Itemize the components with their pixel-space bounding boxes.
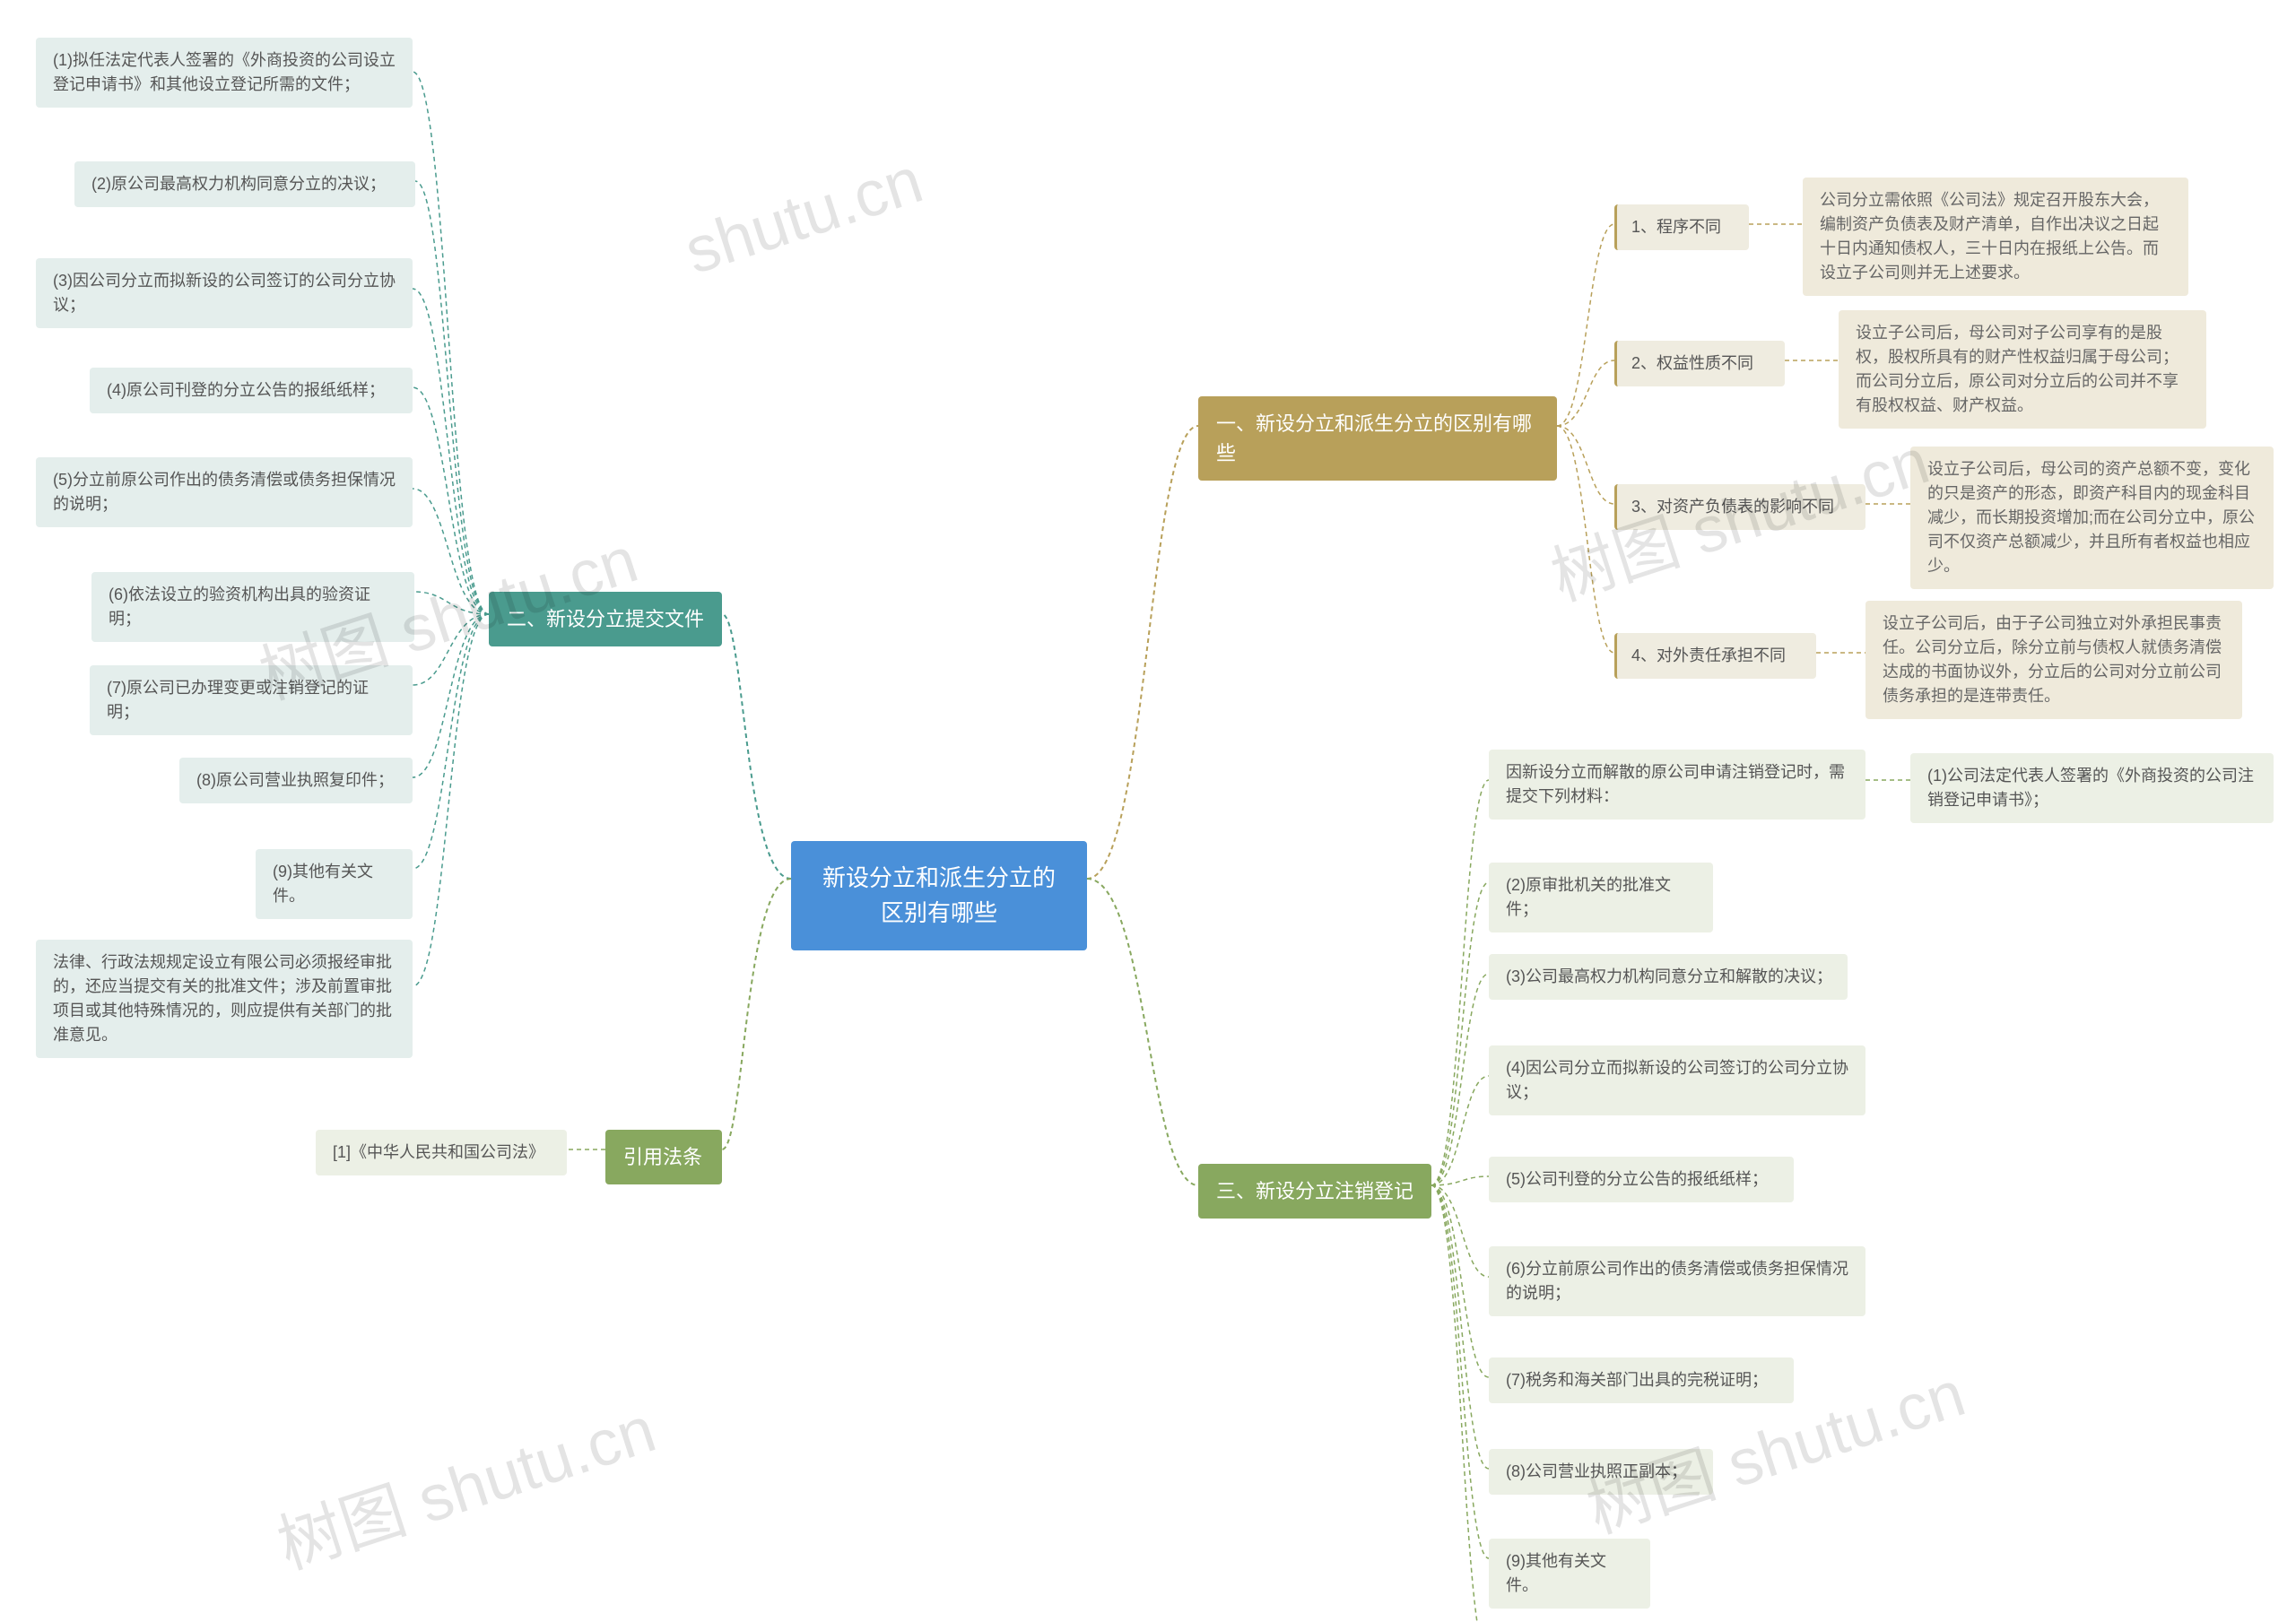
leaf-label: 4、对外责任承担不同	[1631, 646, 1786, 664]
leaf-b1-c3[interactable]: 4、对外责任承担不同	[1614, 633, 1816, 679]
leaf-label: (9)其他有关文件。	[273, 863, 373, 905]
leaf-b3-c2[interactable]: (3)公司最高权力机构同意分立和解散的决议；	[1489, 954, 1848, 1000]
branch-label: 三、新设分立注销登记	[1216, 1180, 1413, 1202]
leaf-b2-c9[interactable]: 法律、行政法规规定设立有限公司必须报经审批的，还应当提交有关的批准文件；涉及前置…	[36, 940, 413, 1058]
leaf-label: (9)其他有关文件。	[1506, 1552, 1606, 1594]
leaf-b1-c0-detail: 公司分立需依照《公司法》规定召开股东大会，编制资产负债表及财产清单，自作出决议之…	[1803, 178, 2188, 296]
leaf-b1-c1[interactable]: 2、权益性质不同	[1614, 341, 1785, 386]
branch-label: 二、新设分立提交文件	[507, 608, 704, 630]
leaf-detail: 设立子公司后，由于子公司独立对外承担民事责任。公司分立后，除分立前与债权人就债务…	[1883, 614, 2222, 705]
leaf-b2-c1[interactable]: (2)原公司最高权力机构同意分立的决议；	[74, 161, 415, 207]
leaf-detail: 公司分立需依照《公司法》规定召开股东大会，编制资产负债表及财产清单，自作出决议之…	[1820, 191, 2159, 282]
leaf-detail: 设立子公司后，母公司对子公司享有的是股权，股权所具有的财产性权益归属于母公司；而…	[1856, 324, 2179, 414]
leaf-label: (4)原公司刊登的分立公告的报纸纸样；	[107, 381, 385, 399]
leaf-label: (1)拟任法定代表人签署的《外商投资的公司设立登记申请书》和其他设立登记所需的文…	[53, 51, 396, 93]
leaf-b4-c0[interactable]: [1]《中华人民共和国公司法》	[316, 1130, 567, 1175]
leaf-detail: (1)公司法定代表人签署的《外商投资的公司注销登记申请书》；	[1927, 767, 2254, 809]
watermark: shutu.cn	[676, 143, 931, 289]
leaf-b3-c6[interactable]: (7)税务和海关部门出具的完税证明；	[1489, 1357, 1794, 1403]
branch-citation[interactable]: 引用法条	[605, 1130, 722, 1184]
leaf-b2-c0[interactable]: (1)拟任法定代表人签署的《外商投资的公司设立登记申请书》和其他设立登记所需的文…	[36, 38, 413, 108]
leaf-label: (7)原公司已办理变更或注销登记的证明；	[107, 679, 369, 721]
leaf-label: (3)公司最高权力机构同意分立和解散的决议；	[1506, 967, 1832, 985]
leaf-b1-c2-detail: 设立子公司后，母公司的资产总额不变，变化的只是资产的形态，即资产科目内的现金科目…	[1910, 447, 2274, 589]
leaf-label: (7)税务和海关部门出具的完税证明；	[1506, 1371, 1768, 1389]
leaf-label: 3、对资产负债表的影响不同	[1631, 498, 1834, 516]
leaf-label: (8)原公司营业执照复印件；	[196, 771, 394, 789]
leaf-b2-c7[interactable]: (8)原公司营业执照复印件；	[179, 758, 413, 803]
leaf-label: (6)分立前原公司作出的债务清偿或债务担保情况的说明；	[1506, 1260, 1848, 1302]
leaf-b3-c5[interactable]: (6)分立前原公司作出的债务清偿或债务担保情况的说明；	[1489, 1246, 1866, 1316]
leaf-b2-c4[interactable]: (5)分立前原公司作出的债务清偿或债务担保情况的说明；	[36, 457, 413, 527]
leaf-label: [1]《中华人民共和国公司法》	[333, 1143, 544, 1161]
leaf-label: 法律、行政法规规定设立有限公司必须报经审批的，还应当提交有关的批准文件；涉及前置…	[53, 953, 392, 1044]
leaf-b3-c8[interactable]: (9)其他有关文件。	[1489, 1539, 1650, 1609]
watermark: 树图 shutu.cn	[264, 1376, 665, 1587]
leaf-label: (5)分立前原公司作出的债务清偿或债务担保情况的说明；	[53, 471, 396, 513]
leaf-b3-c7[interactable]: (8)公司营业执照正副本；	[1489, 1449, 1713, 1495]
leaf-b3-c1[interactable]: (2)原审批机关的批准文件；	[1489, 863, 1713, 932]
leaf-b1-c2[interactable]: 3、对资产负债表的影响不同	[1614, 484, 1866, 530]
leaf-b2-c2[interactable]: (3)因公司分立而拟新设的公司签订的公司分立协议；	[36, 258, 413, 328]
leaf-label: 1、程序不同	[1631, 218, 1721, 236]
leaf-b1-c1-detail: 设立子公司后，母公司对子公司享有的是股权，股权所具有的财产性权益归属于母公司；而…	[1839, 310, 2206, 429]
leaf-b2-c5[interactable]: (6)依法设立的验资机构出具的验资证明；	[91, 572, 414, 642]
leaf-label: (2)原审批机关的批准文件；	[1506, 876, 1671, 918]
leaf-detail: 设立子公司后，母公司的资产总额不变，变化的只是资产的形态，即资产科目内的现金科目…	[1927, 460, 2255, 575]
leaf-b3-c0[interactable]: 因新设分立而解散的原公司申请注销登记时，需提交下列材料：	[1489, 750, 1866, 820]
branch-label: 一、新设分立和派生分立的区别有哪些	[1216, 412, 1532, 464]
leaf-b3-c0-detail: (1)公司法定代表人签署的《外商投资的公司注销登记申请书》；	[1910, 753, 2274, 823]
branch-documents[interactable]: 二、新设分立提交文件	[489, 592, 722, 646]
leaf-label: (3)因公司分立而拟新设的公司签订的公司分立协议；	[53, 272, 396, 314]
leaf-label: (6)依法设立的验资机构出具的验资证明；	[109, 585, 370, 628]
leaf-label: (4)因公司分立而拟新设的公司签订的公司分立协议；	[1506, 1059, 1848, 1101]
leaf-b2-c6[interactable]: (7)原公司已办理变更或注销登记的证明；	[90, 665, 413, 735]
branch-deregistration[interactable]: 三、新设分立注销登记	[1198, 1164, 1431, 1219]
leaf-b3-c3[interactable]: (4)因公司分立而拟新设的公司签订的公司分立协议；	[1489, 1045, 1866, 1115]
leaf-label: 2、权益性质不同	[1631, 354, 1753, 372]
leaf-b1-c0[interactable]: 1、程序不同	[1614, 204, 1749, 250]
leaf-b1-c3-detail: 设立子公司后，由于子公司独立对外承担民事责任。公司分立后，除分立前与债权人就债务…	[1866, 601, 2242, 719]
root-label: 新设分立和派生分立的区别有哪些	[822, 864, 1056, 926]
leaf-label: 因新设分立而解散的原公司申请注销登记时，需提交下列材料：	[1506, 763, 1845, 805]
leaf-b2-c8[interactable]: (9)其他有关文件。	[256, 849, 413, 919]
branch-differences[interactable]: 一、新设分立和派生分立的区别有哪些	[1198, 396, 1557, 481]
root-node[interactable]: 新设分立和派生分立的区别有哪些	[791, 841, 1087, 950]
branch-label: 引用法条	[623, 1146, 702, 1168]
leaf-b3-c4[interactable]: (5)公司刊登的分立公告的报纸纸样；	[1489, 1157, 1794, 1202]
leaf-label: (5)公司刊登的分立公告的报纸纸样；	[1506, 1170, 1768, 1188]
leaf-label: (8)公司营业执照正副本；	[1506, 1462, 1687, 1480]
leaf-b2-c3[interactable]: (4)原公司刊登的分立公告的报纸纸样；	[90, 368, 413, 413]
leaf-label: (2)原公司最高权力机构同意分立的决议；	[91, 175, 386, 193]
